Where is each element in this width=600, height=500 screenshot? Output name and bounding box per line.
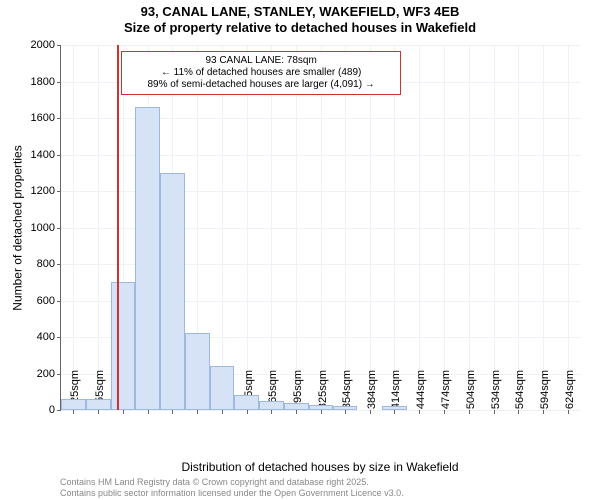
histogram-bar xyxy=(61,399,86,410)
gridline-v xyxy=(494,45,495,410)
histogram-bar xyxy=(86,399,111,410)
footer: Contains HM Land Registry data © Crown c… xyxy=(60,477,580,498)
histogram-bar xyxy=(185,333,210,410)
histogram-bar xyxy=(309,405,334,410)
histogram-bar xyxy=(382,406,407,410)
x-tick-label: 594sqm xyxy=(539,370,551,416)
gridline-v xyxy=(296,45,297,410)
x-axis-label: Distribution of detached houses by size … xyxy=(60,460,580,474)
y-tick-label: 1200 xyxy=(31,185,61,197)
x-tick-label: 624sqm xyxy=(564,370,576,416)
annotation-line3: 89% of semi-detached houses are larger (… xyxy=(128,79,394,91)
histogram-bar xyxy=(111,282,136,410)
x-tick-label: 534sqm xyxy=(490,370,502,416)
y-tick-label: 200 xyxy=(37,368,61,380)
x-tick-label: 564sqm xyxy=(514,370,526,416)
gridline-v xyxy=(518,45,519,410)
histogram-bar xyxy=(210,366,235,410)
reference-line xyxy=(117,45,119,410)
annotation-box: 93 CANAL LANE: 78sqm ← 11% of detached h… xyxy=(121,51,401,95)
chart-title-main: 93, CANAL LANE, STANLEY, WAKEFIELD, WF3 … xyxy=(0,4,600,19)
x-tick-label: 474sqm xyxy=(440,370,452,416)
gridline-v xyxy=(419,45,420,410)
histogram-bar xyxy=(234,395,259,410)
y-tick-label: 2000 xyxy=(31,39,61,51)
histogram-bar xyxy=(135,107,160,410)
y-axis-label: Number of detached properties xyxy=(10,45,26,410)
chart-container: 93, CANAL LANE, STANLEY, WAKEFIELD, WF3 … xyxy=(0,0,600,500)
gridline-v xyxy=(444,45,445,410)
gridline-v xyxy=(321,45,322,410)
x-tick-label: 504sqm xyxy=(465,370,477,416)
gridline-v xyxy=(469,45,470,410)
annotation-line2: ← 11% of detached houses are smaller (48… xyxy=(128,67,394,79)
x-tick-label: 444sqm xyxy=(415,370,427,416)
y-tick-label: 1600 xyxy=(31,112,61,124)
chart-title-sub: Size of property relative to detached ho… xyxy=(0,20,600,35)
gridline-v xyxy=(247,45,248,410)
gridline-v xyxy=(271,45,272,410)
histogram-bar xyxy=(333,406,357,410)
histogram-bar xyxy=(160,173,185,410)
y-tick-label: 400 xyxy=(37,331,61,343)
y-tick-label: 1000 xyxy=(31,222,61,234)
y-tick-label: 1400 xyxy=(31,149,61,161)
annotation-line1: 93 CANAL LANE: 78sqm xyxy=(128,55,394,67)
y-tick-label: 600 xyxy=(37,295,61,307)
gridline-v xyxy=(345,45,346,410)
gridline-v xyxy=(370,45,371,410)
footer-line2: Contains public sector information licen… xyxy=(60,488,580,498)
gridline-v xyxy=(394,45,395,410)
histogram-bar xyxy=(259,401,284,410)
gridline-v xyxy=(222,45,223,410)
gridline-v xyxy=(543,45,544,410)
y-axis-label-text: Number of detached properties xyxy=(11,145,25,310)
y-tick-label: 1800 xyxy=(31,76,61,88)
plot-area: 020040060080010001200140016001800200025s… xyxy=(60,45,581,411)
gridline-v xyxy=(568,45,569,410)
gridline-v xyxy=(73,45,74,410)
gridline-v xyxy=(98,45,99,410)
y-tick-label: 0 xyxy=(49,404,61,416)
x-tick-label: 384sqm xyxy=(366,370,378,416)
footer-line1: Contains HM Land Registry data © Crown c… xyxy=(60,477,580,487)
y-tick-label: 800 xyxy=(37,258,61,270)
histogram-bar xyxy=(284,403,309,410)
